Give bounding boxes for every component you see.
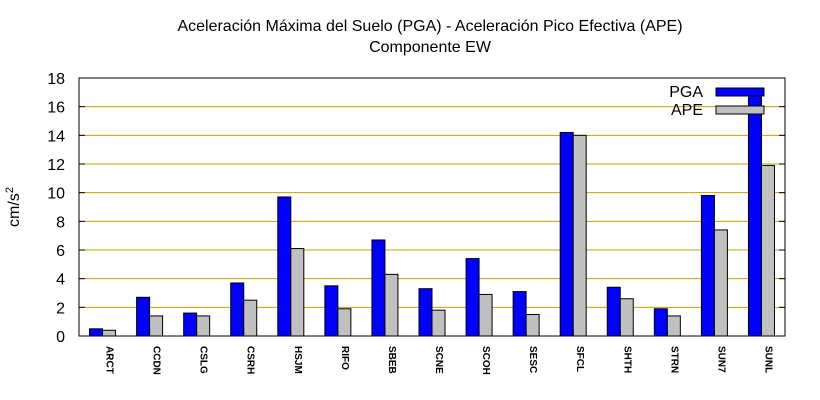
x-tick-label: SUN7 xyxy=(715,346,726,373)
y-tick-label: 8 xyxy=(56,214,65,231)
bar-pga xyxy=(277,196,292,337)
x-tick-label: SBEB xyxy=(386,346,397,374)
y-tick-label: 16 xyxy=(47,100,65,117)
x-tick-label: SESC xyxy=(527,346,538,373)
chart-title: Aceleración Máxima del Suelo (PGA) - Ace… xyxy=(177,18,682,35)
legend-label: APE xyxy=(671,102,703,119)
y-tick-label: 0 xyxy=(56,329,65,346)
bar-ape xyxy=(713,229,728,337)
y-axis-label-unit: cm/s xyxy=(6,193,23,227)
x-tick-label: ARCT xyxy=(104,346,115,374)
bar-pga xyxy=(606,286,621,337)
bar-pga xyxy=(512,291,527,337)
x-tick-label: RIFO xyxy=(339,346,350,370)
x-tick-label: STRN xyxy=(668,346,679,373)
bar-ape xyxy=(290,248,305,337)
y-tick-label: 6 xyxy=(56,243,65,260)
y-tick-label: 10 xyxy=(47,186,65,203)
bar-pga xyxy=(465,258,480,337)
bar-pga xyxy=(653,308,668,337)
bar-ape xyxy=(102,329,117,337)
x-tick-label: SHTH xyxy=(621,346,632,373)
bar-ape xyxy=(478,293,493,337)
x-tick-label: SCOH xyxy=(480,346,491,375)
chart-subtitle: Componente EW xyxy=(369,39,492,56)
x-tick-label: SFCL xyxy=(574,346,585,372)
legend-swatch xyxy=(715,105,765,115)
legend-swatch xyxy=(715,87,765,97)
bar-pga xyxy=(183,312,198,337)
bar-pga xyxy=(700,195,715,337)
y-axis-label: cm/s2 xyxy=(4,187,23,227)
bar-ape xyxy=(760,164,775,337)
bar-pga xyxy=(89,328,104,337)
x-tick-label: CSLG xyxy=(198,346,209,374)
x-tick-label: SCNE xyxy=(433,346,444,374)
x-tick-label: SUNL xyxy=(762,346,773,373)
bar-ape xyxy=(243,299,258,337)
gridlines xyxy=(79,106,785,308)
bar-pga xyxy=(747,88,762,337)
y-tick-label: 14 xyxy=(47,128,65,145)
bar-ape xyxy=(196,315,211,337)
bar-pga xyxy=(371,239,386,337)
y-tick-label: 12 xyxy=(47,157,65,174)
y-axis-label-exponent: 2 xyxy=(4,187,16,193)
y-tick-label: 18 xyxy=(47,71,65,88)
bar-pga xyxy=(230,282,245,337)
bar-pga xyxy=(418,288,433,337)
bars xyxy=(89,88,775,337)
x-tick-label: CCDN xyxy=(151,346,162,375)
bar-ape xyxy=(572,134,587,337)
bar-pga xyxy=(559,131,574,337)
bar-pga xyxy=(324,285,339,337)
bar-ape xyxy=(666,315,681,337)
bar-ape xyxy=(619,298,634,337)
axes: 0 2 4 6 8 10 12 14 16 18 ARCT CCDN CSLG CSRH HSJM RIFO S… xyxy=(47,71,785,375)
y-tick-label: 4 xyxy=(56,272,65,289)
bar-ape xyxy=(337,308,352,337)
x-tick-label: HSJM xyxy=(292,346,303,374)
bar-pga xyxy=(136,296,151,337)
bar-ape xyxy=(384,273,399,337)
x-tick-label: CSRH xyxy=(245,346,256,374)
legend-label: PGA xyxy=(669,84,703,101)
bar-ape xyxy=(525,314,540,337)
bar-ape xyxy=(431,309,446,337)
y-tick-label: 2 xyxy=(56,300,65,317)
bar-ape xyxy=(149,315,164,337)
